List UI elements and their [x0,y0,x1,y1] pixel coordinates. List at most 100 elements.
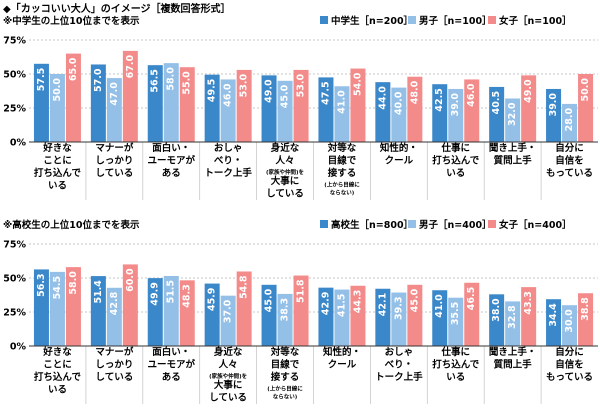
x-category-label: ことに [43,360,72,371]
bar-value-label: 54.0 [352,72,363,96]
bar-value-label: 40.0 [393,91,404,115]
x-category-label: クール [385,156,414,167]
bar-total [90,276,106,346]
x-category-note: (家族や仲間)を [266,168,305,176]
x-category-label: 対等な [327,142,357,154]
bar-total [261,284,277,346]
bar-female [65,267,81,346]
bar-total [33,63,49,142]
x-category-label: ユーモアが [147,155,195,167]
x-category-label: 打ち込んで [432,155,480,167]
bar-male [106,287,122,346]
bar-value-label: 43.3 [523,291,534,314]
legend-label-0: 高校生［n=800］ [331,219,413,231]
bar-female [578,74,594,142]
bar-total [546,88,562,142]
x-category-label: クール [328,360,357,371]
legend-swatch-0 [320,220,328,228]
x-category-label: もっている [546,372,593,383]
x-category-label: いる [48,181,67,192]
bar-female [293,275,309,346]
bar-female [521,75,537,142]
bar-male [448,297,464,346]
x-category-label: トーク上手 [375,371,423,383]
x-category-label: 大事に [214,379,243,391]
bar-value-label: 38.8 [580,297,591,321]
y-tick-label: 0% [10,342,27,353]
bar-value-label: 42.8 [109,291,120,315]
y-tick-label: 25% [3,308,26,319]
bar-value-label: 48.3 [182,284,193,307]
bar-female [179,280,195,346]
x-category-note: ならない) [330,190,355,197]
y-tick-label: 0% [10,138,27,149]
bar-value-label: 58.0 [68,271,79,295]
x-category-label: 面白い・ [152,346,190,358]
bar-value-label: 32.8 [507,305,518,329]
bar-male [49,74,65,142]
bar-male [163,275,179,346]
bar-total [318,287,334,346]
legend-swatch-1 [408,16,416,24]
y-tick-label: 50% [3,274,26,285]
bar-male [220,295,236,346]
bar-male [277,293,293,346]
x-category-label: 人々 [219,359,238,371]
bar-value-label: 54.5 [52,276,63,299]
x-category-label: 自分に [555,142,584,154]
x-category-label: 打ち込んで [432,359,480,371]
x-category-label: 目線で [328,155,357,167]
x-category-note: (上から目線に [324,181,360,189]
x-category-note: ならない) [273,394,298,401]
bar-female [236,69,252,142]
x-category-label: しっかり [95,156,133,167]
bar-value-label: 65.0 [68,57,79,81]
bar-total [90,64,106,142]
bar-value-label: 47.5 [320,81,331,104]
bar-value-label: 37.0 [223,299,234,323]
bar-total [204,283,220,346]
x-category-label: 人々 [276,155,295,167]
bar-female [578,293,594,346]
x-category-label: 好きな [42,142,72,154]
bar-value-label: 49.5 [207,79,218,102]
legend-swatch-2 [488,220,496,228]
bar-value-label: 41.0 [336,90,347,114]
bar-female [122,264,138,346]
x-category-label: ある [162,167,181,179]
x-category-note: (上から目線に [267,385,303,393]
bar-value-label: 46.5 [466,287,477,310]
bar-value-label: 46.0 [223,83,234,107]
x-category-label: 仕事に [440,142,470,154]
bar-total [204,74,220,142]
bar-female [464,79,480,142]
bar-value-label: 39.0 [450,93,461,117]
x-category-label: べり・ [214,156,243,167]
bar-value-label: 45.0 [409,288,420,312]
bar-value-label: 48.0 [409,80,420,104]
x-category-label: 好きな [42,346,72,358]
y-tick-label: 25% [3,104,26,115]
x-category-label: 仕事に [440,346,470,358]
bar-value-label: 45.9 [207,288,218,311]
x-category-label: 身近な [214,346,243,358]
x-category-label: 目線で [271,359,300,371]
bar-value-label: 57.0 [93,68,104,92]
x-category-label: いる [446,372,465,383]
bar-value-label: 45.0 [264,288,275,312]
bar-female [236,271,252,346]
bar-total [432,290,448,346]
bar-total [318,77,334,142]
bar-total [147,65,163,142]
bar-female [407,284,423,346]
y-tick-label: 75% [3,36,26,47]
bar-value-label: 50.0 [52,78,63,102]
legend-swatch-0 [320,16,328,24]
bar-male [49,271,65,346]
y-tick-label: 50% [3,70,26,81]
bar-total [375,82,391,142]
x-category-label: 接する [328,167,357,179]
x-category-label: 知性的・ [322,346,361,358]
x-category-label: トーク上手 [204,167,252,179]
chart-subtitle: ※高校生の上位10位までを表示 [3,219,140,231]
